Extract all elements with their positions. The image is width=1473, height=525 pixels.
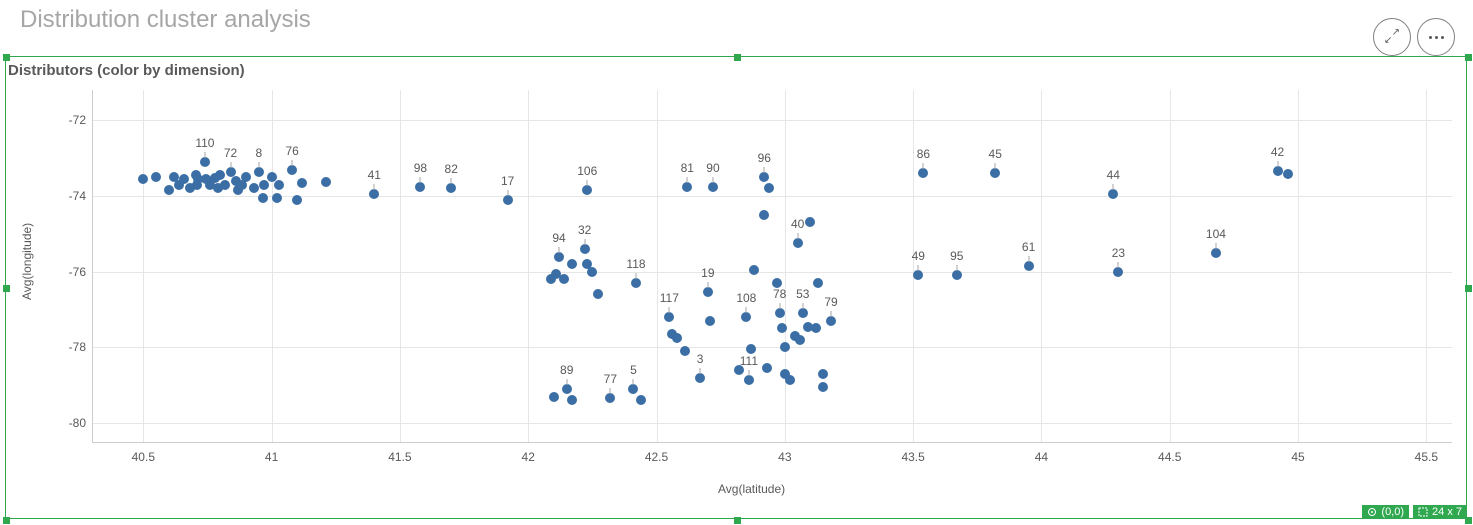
status-bar: (0,0) 24 x 7 <box>1362 505 1467 519</box>
selection-handle[interactable] <box>734 54 741 61</box>
status-size-text: 24 x 7 <box>1432 506 1462 518</box>
selection-handle[interactable] <box>3 285 10 292</box>
selection-handle[interactable] <box>3 517 10 524</box>
chart-actions: ↗ ↙ <box>1373 18 1455 56</box>
target-icon <box>1367 507 1377 517</box>
more-button[interactable] <box>1417 18 1455 56</box>
selection-handle[interactable] <box>734 517 741 524</box>
page-title: Distribution cluster analysis <box>20 6 311 34</box>
selection-frame[interactable] <box>5 56 1467 519</box>
expand-button[interactable]: ↗ ↙ <box>1373 18 1411 56</box>
expand-icon: ↗ ↙ <box>1385 30 1399 44</box>
status-size: 24 x 7 <box>1413 505 1467 519</box>
selection-handle[interactable] <box>3 54 10 61</box>
status-position: (0,0) <box>1362 505 1409 519</box>
size-icon <box>1418 507 1428 517</box>
page-root: Distribution cluster analysis ↗ ↙ Distri… <box>0 0 1473 525</box>
selection-handle[interactable] <box>1465 54 1472 61</box>
selection-handle[interactable] <box>1465 285 1472 292</box>
status-position-text: (0,0) <box>1381 506 1404 518</box>
more-icon <box>1429 36 1444 39</box>
